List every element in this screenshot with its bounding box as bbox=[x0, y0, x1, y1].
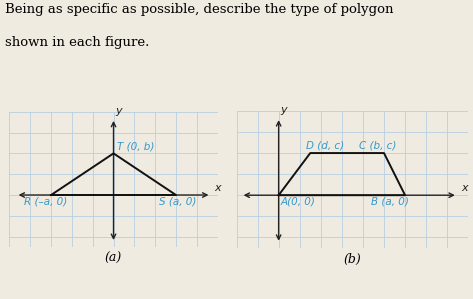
Text: y: y bbox=[281, 105, 288, 115]
Text: T (0, b): T (0, b) bbox=[117, 141, 155, 151]
Text: B (a, 0): B (a, 0) bbox=[371, 197, 409, 207]
Text: A(0, 0): A(0, 0) bbox=[281, 197, 315, 207]
Text: x: x bbox=[214, 182, 221, 193]
Text: Being as specific as possible, describe the type of polygon: Being as specific as possible, describe … bbox=[5, 3, 393, 16]
Text: S (a, 0): S (a, 0) bbox=[159, 196, 197, 206]
Text: (b): (b) bbox=[343, 253, 361, 266]
Text: y: y bbox=[115, 106, 122, 116]
Text: (a): (a) bbox=[105, 252, 122, 266]
Text: C (b, c): C (b, c) bbox=[359, 141, 396, 151]
Text: D (d, c): D (d, c) bbox=[306, 141, 344, 151]
Text: x: x bbox=[461, 183, 467, 193]
Text: shown in each figure.: shown in each figure. bbox=[5, 36, 149, 49]
Text: R (–a, 0): R (–a, 0) bbox=[24, 196, 67, 206]
